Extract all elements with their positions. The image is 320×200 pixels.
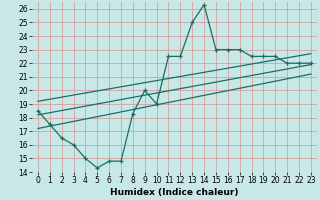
- X-axis label: Humidex (Indice chaleur): Humidex (Indice chaleur): [110, 188, 239, 197]
